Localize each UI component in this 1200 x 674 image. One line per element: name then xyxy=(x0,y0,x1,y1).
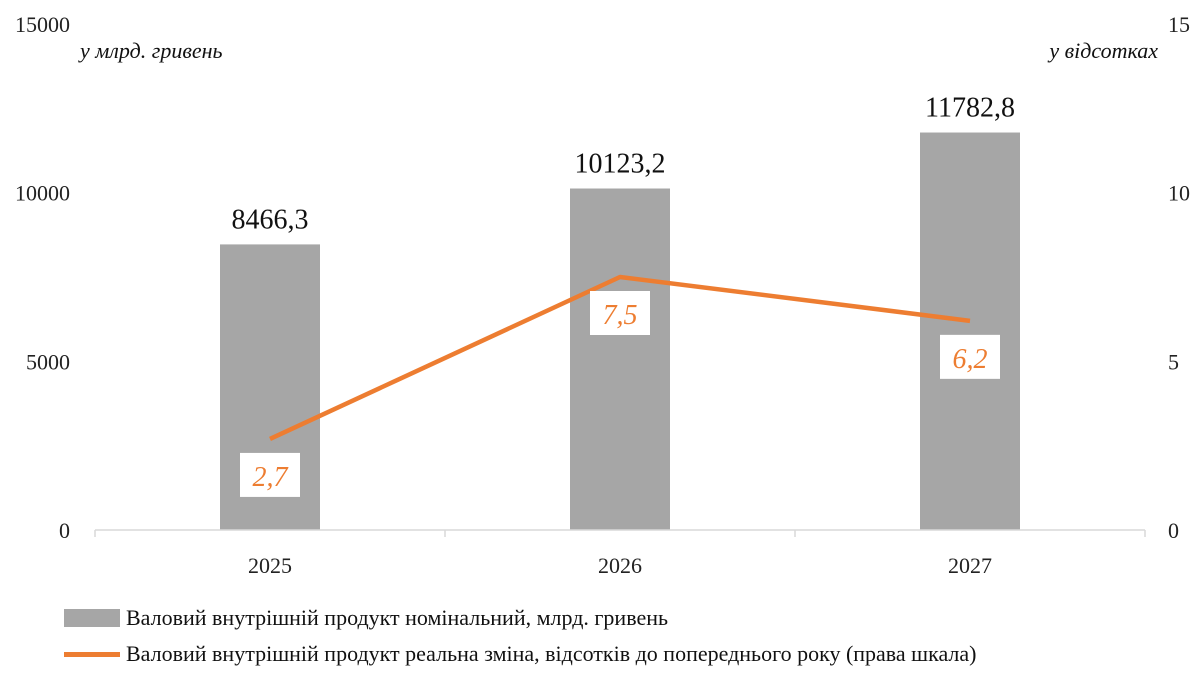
x-tick-label: 2026 xyxy=(598,553,642,578)
line-label-box xyxy=(240,452,300,497)
left-tick-label: 5000 xyxy=(26,349,70,374)
chart: 0 5000 10000 15000 0 5 10 15 у млрд. гривень у… xyxy=(15,12,1190,578)
right-axis-unit: у відсотках xyxy=(1047,38,1158,63)
right-tick-label: 0 xyxy=(1168,518,1179,543)
line-series: 2,7 7,5 6,2 xyxy=(240,274,1000,497)
bar-series: 8466,3 10123,2 11782,8 xyxy=(220,93,1020,530)
line-value-label: 6,2 xyxy=(953,344,988,375)
left-tick-label: 15000 xyxy=(15,12,70,37)
bar-value-label: 8466,3 xyxy=(232,204,309,235)
bar-value-label: 11782,8 xyxy=(925,93,1015,124)
legend-label-line: Валовий внутрішній продукт реальна зміна… xyxy=(126,641,977,666)
left-tick-label: 0 xyxy=(59,518,70,543)
line-path xyxy=(269,274,971,441)
line-label-box xyxy=(590,291,650,335)
legend-label-bar: Валовий внутрішній продукт номінальний, … xyxy=(126,605,669,630)
legend-item-bar: Валовий внутрішній продукт номінальний, … xyxy=(64,600,977,636)
left-axis-unit: у млрд. гривень xyxy=(78,38,223,63)
x-tick-label: 2027 xyxy=(948,553,992,578)
bar xyxy=(920,132,1020,530)
x-axis-ticks: 2025 2026 2027 xyxy=(94,530,1146,578)
right-tick-label: 15 xyxy=(1168,12,1190,37)
right-tick-label: 5 xyxy=(1168,349,1179,374)
line-label-box xyxy=(940,334,1000,379)
x-tick-label: 2025 xyxy=(248,553,292,578)
left-tick-label: 10000 xyxy=(15,181,70,206)
right-axis-ticks: 0 5 10 15 xyxy=(1168,12,1190,543)
bar-value-label: 10123,2 xyxy=(575,149,666,180)
bar xyxy=(570,188,670,530)
legend: Валовий внутрішній продукт номінальний, … xyxy=(64,600,977,672)
legend-swatch-bar xyxy=(64,609,120,627)
left-axis-ticks: 0 5000 10000 15000 xyxy=(15,12,70,543)
right-tick-label: 10 xyxy=(1168,181,1190,206)
legend-item-line: Валовий внутрішній продукт реальна зміна… xyxy=(64,636,977,672)
legend-swatch-line xyxy=(64,651,120,657)
line-value-label: 7,5 xyxy=(603,300,638,331)
line-value-label: 2,7 xyxy=(253,462,289,493)
